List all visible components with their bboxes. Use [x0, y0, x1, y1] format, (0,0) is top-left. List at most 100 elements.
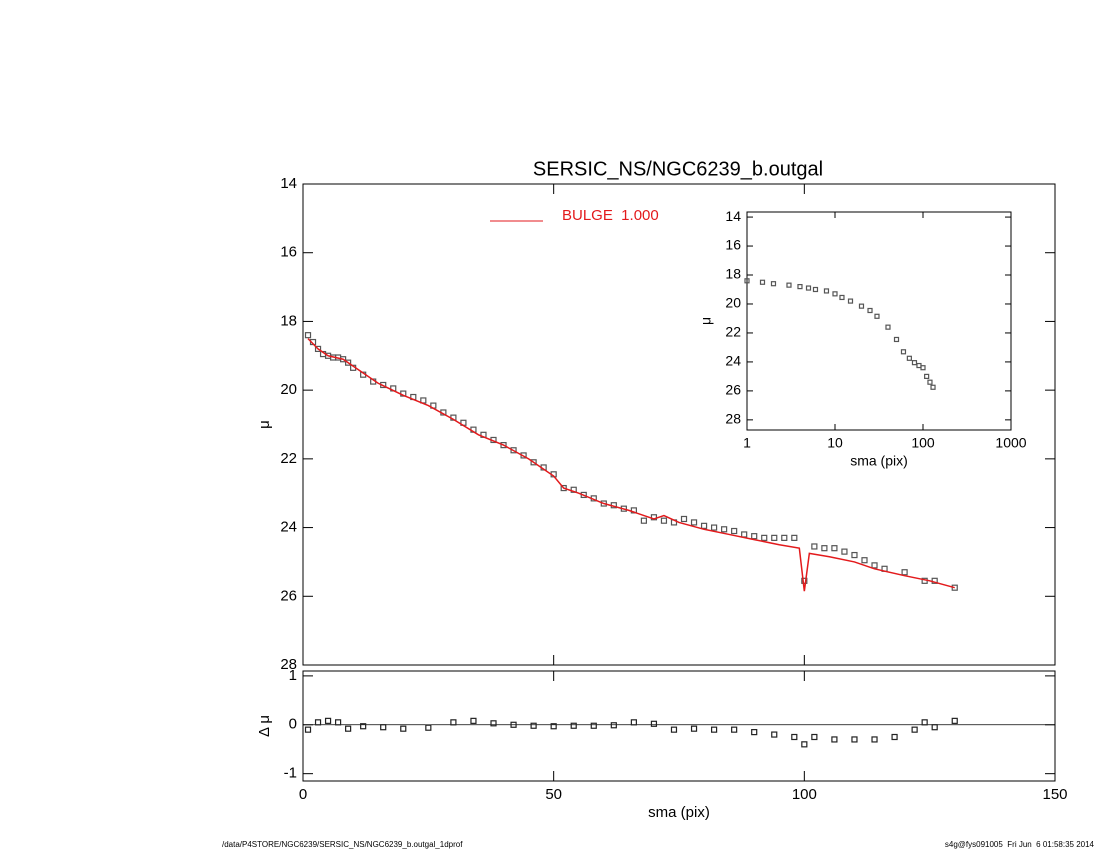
x-tick-label: 1000: [995, 435, 1026, 451]
data-point: [425, 724, 432, 731]
data-point: [759, 279, 766, 285]
data-point: [510, 721, 517, 728]
data-point: [324, 717, 332, 724]
data-point: [839, 294, 845, 301]
data-point: [861, 557, 868, 564]
data-point: [470, 717, 477, 724]
model-line: [307, 338, 955, 592]
y-tick-label: 24: [725, 353, 741, 369]
y-tick-label: 1: [289, 667, 297, 684]
y-tick-label: 26: [280, 587, 297, 604]
data-point: [797, 283, 803, 290]
data-point: [847, 298, 854, 304]
x-axis-label: sma (pix): [648, 804, 710, 821]
data-point: [690, 725, 698, 732]
data-point: [550, 723, 557, 730]
data-point: [821, 545, 828, 552]
data-point: [900, 349, 907, 355]
inset-background: [747, 212, 1011, 430]
data-point: [314, 719, 322, 726]
y-tick-label: 14: [725, 208, 741, 224]
y-tick-label: 28: [725, 411, 741, 427]
y-tick-label: 24: [280, 519, 297, 536]
data-point: [812, 286, 819, 293]
data-point: [871, 562, 878, 569]
chart-title: SERSIC_NS/NGC6239_b.outgal: [533, 158, 823, 180]
data-point: [670, 726, 678, 733]
x-tick-label: 10: [827, 435, 843, 451]
data-point: [781, 534, 788, 541]
y-tick-label: 26: [725, 382, 741, 398]
x-tick-label: 150: [1042, 786, 1067, 803]
data-point: [660, 517, 668, 524]
data-point: [304, 332, 312, 339]
data-point: [851, 736, 858, 743]
data-point: [345, 359, 352, 366]
data-point: [921, 719, 928, 726]
data-point: [801, 577, 808, 584]
x-tick-label: 0: [299, 786, 307, 803]
y-tick-label: 22: [725, 324, 741, 340]
y-tick-label: 14: [280, 175, 297, 192]
data-point: [831, 545, 838, 552]
x-tick-label: 50: [545, 786, 562, 803]
data-point: [791, 534, 798, 541]
data-point: [791, 733, 798, 741]
plot-frame: [302, 670, 1056, 782]
data-point: [314, 345, 322, 353]
data-point: [786, 282, 792, 288]
data-point: [823, 288, 830, 294]
data-point: [560, 484, 567, 492]
data-point: [911, 360, 918, 366]
data-point: [801, 741, 808, 748]
data-point: [744, 278, 750, 284]
data-point: [334, 719, 342, 726]
y-tick-label: 20: [280, 381, 297, 398]
data-point: [761, 534, 768, 541]
data-point: [380, 724, 387, 731]
data-point: [931, 724, 938, 731]
y-tick-label: 0: [289, 716, 297, 733]
y-axis-label: μ: [698, 317, 714, 325]
data-point: [610, 722, 617, 729]
data-point: [731, 726, 738, 733]
data-point: [927, 379, 933, 385]
data-point: [811, 733, 818, 741]
y-tick-label: 16: [725, 237, 741, 253]
data-point: [690, 519, 698, 526]
plot-frame: [746, 211, 1012, 431]
data-point: [570, 722, 577, 729]
data-point: [832, 291, 838, 297]
data-point: [731, 527, 738, 535]
data-point: [851, 551, 858, 559]
data-point: [906, 355, 912, 361]
x-tick-label: 1: [743, 435, 751, 451]
data-point: [858, 303, 865, 309]
y-tick-label: 16: [280, 244, 297, 261]
data-point: [400, 725, 407, 732]
data-point: [630, 719, 637, 726]
data-point: [831, 736, 838, 743]
data-point: [530, 459, 537, 466]
data-point: [771, 731, 778, 738]
x-tick-label: 100: [792, 786, 817, 803]
data-point: [500, 442, 507, 449]
footer-left: /data/P4STORE/NGC6239/SERSIC_NS/NGC6239_…: [222, 840, 463, 849]
x-tick-label: 100: [911, 435, 935, 451]
data-point: [901, 569, 908, 576]
x-axis-label: sma (pix): [850, 453, 908, 469]
data-point: [360, 723, 367, 730]
data-point: [874, 313, 880, 319]
y-tick-label: 28: [280, 656, 297, 673]
data-point: [871, 736, 878, 743]
y-tick-label: -1: [284, 765, 297, 782]
y-tick-label: 22: [280, 450, 297, 467]
data-point: [680, 515, 688, 523]
data-point: [304, 726, 312, 733]
data-point: [741, 531, 748, 538]
data-point: [490, 720, 497, 727]
data-point: [893, 336, 900, 343]
data-point: [771, 534, 778, 541]
data-point: [805, 285, 812, 291]
